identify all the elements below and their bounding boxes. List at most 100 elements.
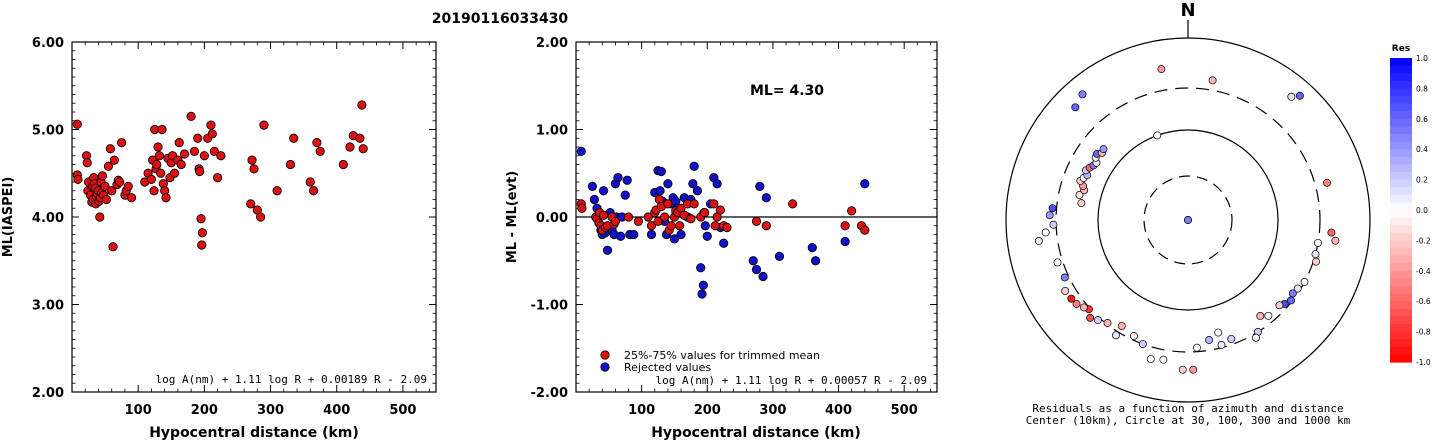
plot1-point bbox=[197, 240, 207, 250]
colorbar-cell bbox=[1390, 255, 1412, 264]
plot2-point-rejected bbox=[598, 186, 609, 196]
plot1-point bbox=[213, 173, 223, 183]
plot2-point-rejected bbox=[655, 186, 665, 196]
plot1-point bbox=[103, 161, 114, 171]
colorbar-cell bbox=[1390, 263, 1412, 272]
polar-point bbox=[1205, 336, 1214, 344]
colorbar-cell bbox=[1390, 248, 1412, 257]
plot2-point-rejected bbox=[689, 161, 699, 171]
colorbar-cell bbox=[1390, 210, 1412, 219]
plot2-point-accepted bbox=[666, 221, 676, 231]
plot1-xtick-label: 400 bbox=[323, 403, 350, 418]
plot2-points bbox=[576, 146, 870, 299]
colorbar-tick-label: -1.0 bbox=[1416, 358, 1431, 367]
plot1-ylabel: ML(IASPEI) bbox=[1, 177, 16, 258]
plot2-point-accepted bbox=[761, 221, 771, 231]
plot2-xlabel: Hypocentral distance (km) bbox=[651, 425, 861, 441]
plot1-points bbox=[72, 100, 368, 252]
plot2-point-accepted bbox=[646, 221, 657, 231]
plot2-point-rejected bbox=[620, 190, 630, 200]
plot1-xtick-label: 100 bbox=[125, 403, 152, 418]
polar-point bbox=[1099, 145, 1108, 154]
colorbar-labels: 1.0 0.8 0.6 0.4 0.2 0.0 -0.2 -0.4 -0.6 -0.8 -1.0 bbox=[1416, 54, 1431, 367]
plot2-point-rejected bbox=[589, 194, 599, 205]
polar-point bbox=[1293, 284, 1302, 293]
polar-point bbox=[1071, 103, 1080, 112]
colorbar-cell bbox=[1390, 194, 1412, 203]
plot2-point-rejected bbox=[669, 234, 680, 244]
colorbar-cell bbox=[1390, 134, 1412, 143]
colorbar-cell bbox=[1390, 286, 1412, 295]
polar-point bbox=[1053, 258, 1062, 267]
plot2-point-accepted bbox=[787, 199, 798, 209]
polar-point bbox=[1129, 332, 1138, 340]
plot2-point-accepted bbox=[610, 216, 620, 226]
plot1-point bbox=[108, 242, 118, 252]
polar-point bbox=[1300, 278, 1309, 286]
plot2-formula: log A(nm) + 1.11 log R + 0.00057 R - 2.0… bbox=[655, 374, 927, 387]
plot1-point bbox=[357, 100, 367, 110]
plot2-point-rejected bbox=[807, 243, 817, 253]
plot2-point-accepted bbox=[633, 216, 643, 226]
plot2-point-rejected bbox=[758, 271, 768, 282]
polar-point bbox=[1049, 220, 1058, 229]
plot1-point bbox=[174, 138, 184, 148]
plot2-point-rejected bbox=[696, 263, 706, 273]
plot1-point bbox=[101, 194, 112, 205]
colorbar-cell bbox=[1390, 308, 1412, 317]
polar-point bbox=[1077, 199, 1086, 208]
legend-rejected-marker bbox=[600, 362, 610, 372]
plot2-ytick-label: 2.00 bbox=[536, 36, 568, 51]
plot2-point-rejected bbox=[840, 236, 850, 247]
polar-point bbox=[1192, 343, 1201, 352]
plot2-ticks: -2.00 -1.00 0.00 1.00 2.00 100 200 300 400 500 bbox=[531, 36, 937, 418]
polar-point bbox=[1103, 319, 1112, 327]
ring-100km bbox=[1097, 129, 1279, 311]
colorbar-cell bbox=[1390, 65, 1412, 74]
plot2-point-accepted bbox=[709, 199, 719, 209]
plot1-ticks: 2.00 3.00 4.00 5.00 6.00 100 200 300 400 500 bbox=[32, 36, 436, 418]
polar-point bbox=[1157, 65, 1166, 74]
ring-300km bbox=[1055, 87, 1321, 353]
plot1-point bbox=[345, 142, 355, 152]
plot1-point bbox=[207, 129, 217, 139]
magnitude-vs-distance-plot: 2.00 3.00 4.00 5.00 6.00 100 200 300 400 500 log … bbox=[1, 36, 437, 441]
plot2-point-rejected bbox=[629, 229, 639, 240]
polar-point bbox=[1079, 303, 1088, 312]
colorbar-cell bbox=[1390, 149, 1412, 158]
polar-point bbox=[1093, 316, 1102, 325]
colorbar-cells bbox=[1390, 58, 1412, 363]
plot1-point bbox=[153, 142, 163, 152]
legend-rejected-label: Rejected values bbox=[624, 361, 711, 374]
plot1-point bbox=[95, 212, 105, 222]
polar-point bbox=[1075, 190, 1084, 199]
plot2-point-rejected bbox=[676, 229, 686, 240]
plot1-point bbox=[156, 168, 166, 178]
plot2-point-rejected bbox=[602, 245, 613, 255]
polar-point bbox=[1078, 90, 1087, 99]
colorbar-cell bbox=[1390, 339, 1412, 348]
colorbar-cell bbox=[1390, 58, 1412, 67]
plot1-point bbox=[358, 144, 368, 154]
plot2-point-rejected bbox=[692, 186, 703, 196]
plot1-point bbox=[82, 158, 92, 168]
plot2-point-accepted bbox=[663, 199, 673, 209]
polar-point bbox=[1323, 178, 1331, 187]
plot1-point bbox=[196, 214, 206, 224]
plot2-point-rejected bbox=[616, 231, 626, 241]
plot1-point bbox=[176, 159, 186, 170]
plot1-point bbox=[206, 120, 216, 130]
plot2-point-rejected bbox=[698, 280, 708, 290]
plot1-xtick-label: 200 bbox=[191, 403, 218, 418]
plot1-point bbox=[209, 146, 219, 156]
plot2-point-accepted bbox=[598, 210, 609, 220]
colorbar-cell bbox=[1390, 88, 1412, 97]
plot1-point bbox=[308, 186, 319, 196]
colorbar-tick-label: -0.2 bbox=[1416, 236, 1431, 245]
plot1-point bbox=[199, 151, 209, 161]
colorbar-tick-label: -0.6 bbox=[1416, 297, 1431, 306]
plot2-point-rejected bbox=[688, 179, 698, 189]
plot1-point bbox=[338, 159, 348, 170]
polar-point bbox=[1067, 294, 1076, 303]
plot2-point-rejected bbox=[761, 193, 771, 203]
